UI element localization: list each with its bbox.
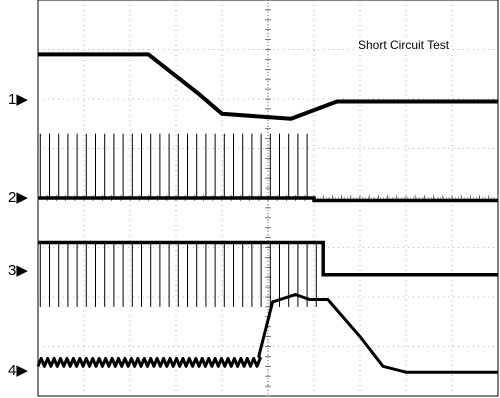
channel-label-4: 4▶ xyxy=(8,362,28,379)
trace-channel-1 xyxy=(38,52,498,121)
trace-channel-2 xyxy=(38,196,498,203)
channel-label-2: 2▶ xyxy=(8,189,28,206)
trace-channel-3 xyxy=(38,240,498,277)
channel-label-1: 1▶ xyxy=(8,91,28,108)
chart-title: Short Circuit Test xyxy=(355,38,453,52)
trace-channel-4 xyxy=(36,293,498,374)
channel-label-3: 3▶ xyxy=(8,262,28,279)
traces xyxy=(36,52,498,374)
